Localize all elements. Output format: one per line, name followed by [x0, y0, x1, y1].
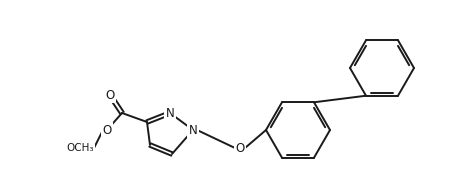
- Text: O: O: [235, 142, 245, 154]
- Text: O: O: [103, 123, 112, 136]
- Text: N: N: [189, 123, 198, 136]
- Text: O: O: [105, 89, 115, 102]
- Text: OCH₃: OCH₃: [66, 143, 94, 153]
- Text: N: N: [166, 106, 175, 120]
